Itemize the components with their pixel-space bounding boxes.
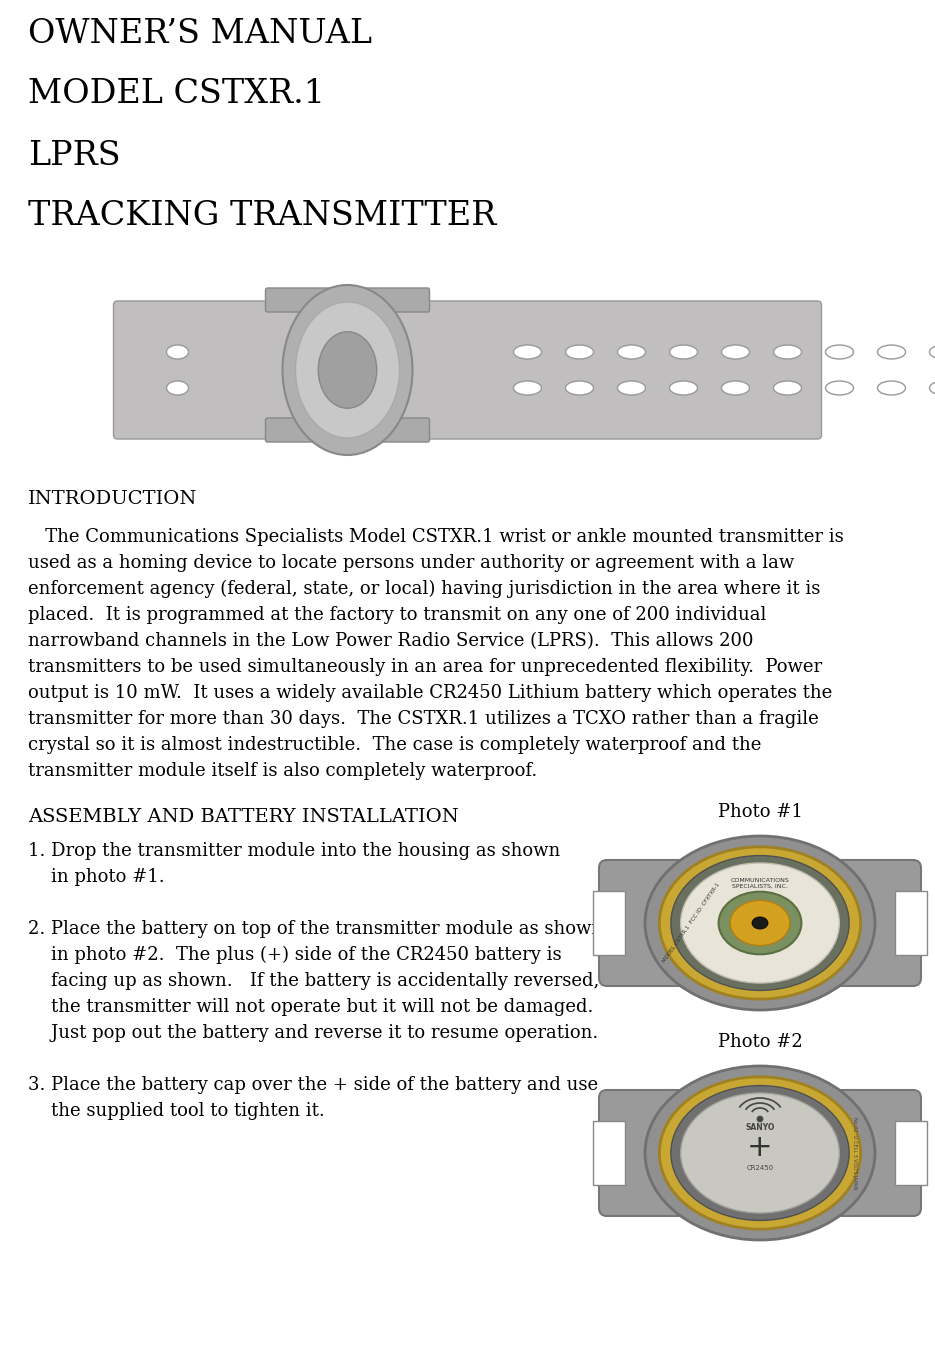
Ellipse shape (645, 1066, 875, 1240)
FancyBboxPatch shape (113, 302, 822, 439)
Text: 3. Place the battery cap over the + side of the battery and use: 3. Place the battery cap over the + side… (28, 1075, 598, 1094)
Ellipse shape (681, 863, 840, 983)
Ellipse shape (282, 285, 412, 455)
Ellipse shape (826, 381, 854, 394)
Ellipse shape (929, 345, 935, 359)
Ellipse shape (645, 836, 875, 1010)
Ellipse shape (929, 381, 935, 394)
Ellipse shape (722, 345, 750, 359)
Text: LPRS: LPRS (28, 140, 121, 172)
Ellipse shape (773, 381, 801, 394)
Ellipse shape (566, 345, 594, 359)
Bar (593, 891, 625, 956)
Text: INTRODUCTION: INTRODUCTION (28, 490, 197, 507)
Ellipse shape (166, 345, 189, 359)
Text: COMMUNICATIONS
SPECIALISTS, INC.: COMMUNICATIONS SPECIALISTS, INC. (730, 878, 789, 888)
Text: 2. Place the battery on top of the transmitter module as shown: 2. Place the battery on top of the trans… (28, 921, 603, 938)
Ellipse shape (671, 1086, 849, 1221)
Ellipse shape (671, 856, 849, 991)
Text: Photo #2: Photo #2 (718, 1032, 802, 1051)
Ellipse shape (617, 345, 645, 359)
FancyBboxPatch shape (266, 419, 429, 441)
Ellipse shape (659, 847, 860, 999)
Text: in photo #1.: in photo #1. (28, 868, 165, 886)
Ellipse shape (513, 345, 541, 359)
Text: CR2450: CR2450 (746, 1166, 773, 1171)
Bar (593, 1121, 625, 1184)
Ellipse shape (513, 381, 541, 394)
Text: enforcement agency (federal, state, or local) having jurisdiction in the area wh: enforcement agency (federal, state, or l… (28, 580, 820, 598)
Text: ASSEMBLY AND BATTERY INSTALLATION: ASSEMBLY AND BATTERY INSTALLATION (28, 808, 459, 826)
FancyBboxPatch shape (599, 1090, 921, 1215)
Ellipse shape (669, 345, 698, 359)
Text: +: + (747, 1133, 773, 1163)
Bar (895, 1121, 927, 1184)
Text: MODEL CSTXR.1  FCC ID: CFXTXR-1: MODEL CSTXR.1 FCC ID: CFXTXR-1 (661, 882, 721, 964)
Text: SANYO: SANYO (745, 1124, 775, 1132)
Text: facing up as shown.   If the battery is accidentally reversed,: facing up as shown. If the battery is ac… (28, 972, 599, 991)
Text: transmitter module itself is also completely waterproof.: transmitter module itself is also comple… (28, 762, 538, 779)
Ellipse shape (318, 331, 377, 408)
FancyBboxPatch shape (599, 860, 921, 987)
Ellipse shape (722, 381, 750, 394)
Ellipse shape (166, 381, 189, 394)
Ellipse shape (752, 917, 768, 929)
Text: in photo #2.  The plus (+) side of the CR2450 battery is: in photo #2. The plus (+) side of the CR… (28, 946, 562, 964)
Text: Photo #1: Photo #1 (717, 804, 802, 821)
Ellipse shape (669, 381, 698, 394)
Ellipse shape (719, 891, 801, 954)
Text: used as a homing device to locate persons under authority or agreement with a la: used as a homing device to locate person… (28, 555, 794, 572)
Text: TRACKING TRANSMITTER: TRACKING TRANSMITTER (28, 201, 496, 232)
Text: Just pop out the battery and reverse it to resume operation.: Just pop out the battery and reverse it … (28, 1024, 598, 1042)
Ellipse shape (659, 1077, 860, 1229)
Text: crystal so it is almost indestructible.  The case is completely waterproof and t: crystal so it is almost indestructible. … (28, 736, 761, 754)
Text: the transmitter will not operate but it will not be damaged.: the transmitter will not operate but it … (28, 997, 594, 1016)
Ellipse shape (681, 1093, 840, 1213)
Ellipse shape (826, 345, 854, 359)
Text: OWNER’S MANUAL: OWNER’S MANUAL (28, 17, 372, 50)
Text: MODEL CSTXR.1: MODEL CSTXR.1 (28, 78, 325, 110)
Text: the supplied tool to tighten it.: the supplied tool to tighten it. (28, 1102, 324, 1120)
Ellipse shape (617, 381, 645, 394)
Text: narrowband channels in the Low Power Radio Service (LPRS).  This allows 200: narrowband channels in the Low Power Rad… (28, 633, 754, 650)
Ellipse shape (878, 345, 905, 359)
Text: The Communications Specialists Model CSTXR.1 wrist or ankle mounted transmitter : The Communications Specialists Model CST… (28, 528, 843, 546)
Ellipse shape (730, 900, 790, 946)
Bar (895, 891, 927, 956)
Text: 1. Drop the transmitter module into the housing as shown: 1. Drop the transmitter module into the … (28, 843, 560, 860)
FancyBboxPatch shape (266, 288, 429, 312)
Ellipse shape (566, 381, 594, 394)
Ellipse shape (773, 345, 801, 359)
Text: output is 10 mW.  It uses a widely available CR2450 Lithium battery which operat: output is 10 mW. It uses a widely availa… (28, 684, 832, 703)
Circle shape (757, 1116, 763, 1123)
Ellipse shape (878, 381, 905, 394)
Text: placed.  It is programmed at the factory to transmit on any one of 200 individua: placed. It is programmed at the factory … (28, 606, 767, 625)
Text: No.02  LI CELL 3 VOLTS JAPAN: No.02 LI CELL 3 VOLTS JAPAN (852, 1117, 856, 1190)
Text: transmitter for more than 30 days.  The CSTXR.1 utilizes a TCXO rather than a fr: transmitter for more than 30 days. The C… (28, 709, 819, 728)
Ellipse shape (295, 302, 399, 437)
Text: transmitters to be used simultaneously in an area for unprecedented flexibility.: transmitters to be used simultaneously i… (28, 658, 822, 676)
